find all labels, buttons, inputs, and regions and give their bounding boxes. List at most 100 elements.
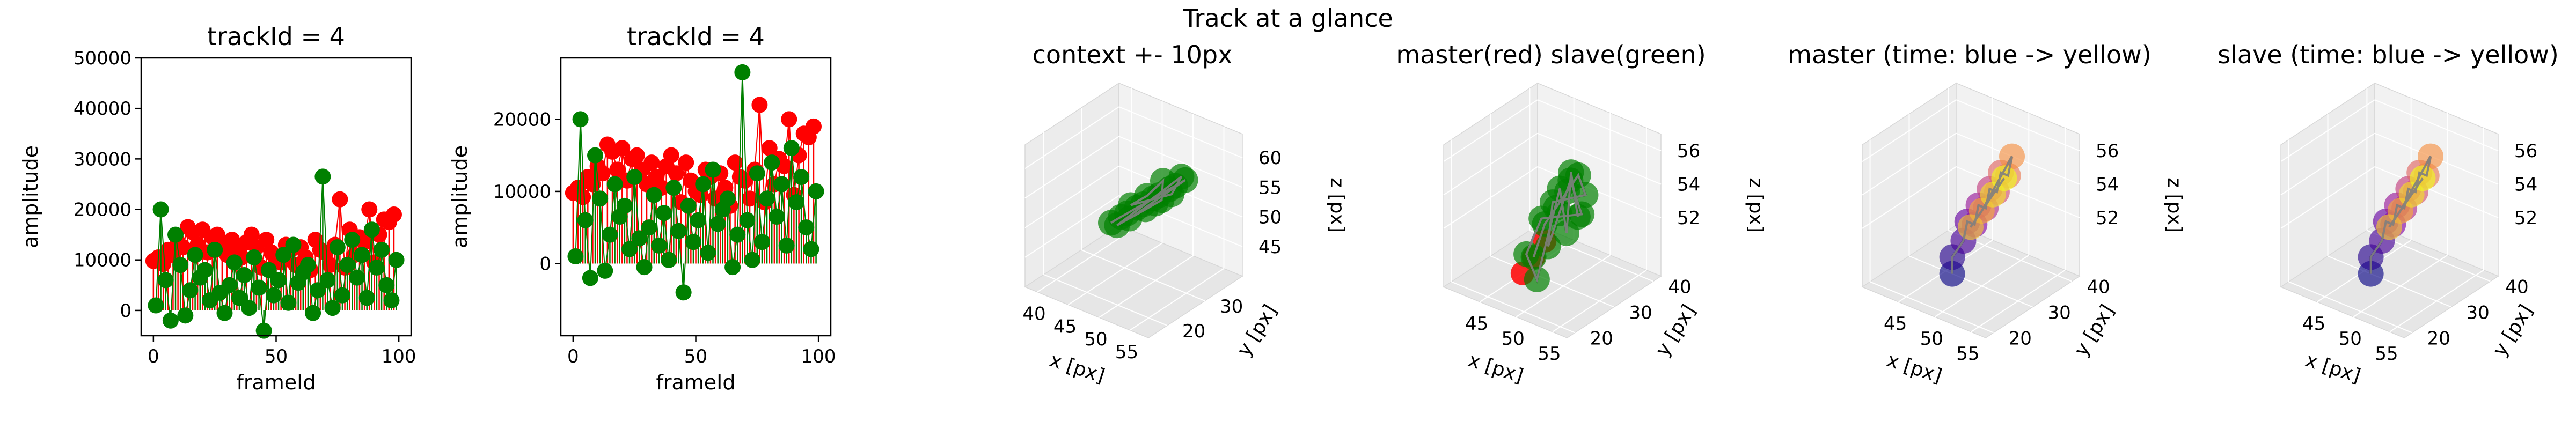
- x-tick-label: 45: [2302, 313, 2325, 335]
- y-tick-label: 40: [1668, 277, 1691, 298]
- slave-point: [753, 234, 770, 250]
- slave-point: [700, 245, 716, 261]
- slave-point: [363, 221, 380, 238]
- track-path-overlay: [1110, 175, 1186, 226]
- slave-point: [685, 234, 701, 250]
- slave-point: [260, 262, 277, 278]
- slave-point: [285, 236, 302, 253]
- x-tick-label: 50: [1920, 328, 1943, 350]
- x-axis-label: x [px]: [1884, 349, 1945, 387]
- master-point: [609, 161, 626, 178]
- slave-point: [299, 257, 316, 273]
- x-axis-label: frameId: [236, 371, 316, 394]
- slave-point: [739, 212, 756, 228]
- slave-point: [793, 169, 810, 185]
- z-tick-label: 56: [1677, 140, 1700, 162]
- x-tick-label: 45: [1465, 313, 1488, 335]
- master-point: [385, 206, 402, 223]
- slave-point: [310, 282, 326, 299]
- slave-point: [270, 272, 287, 289]
- grid-line: [1537, 99, 1662, 152]
- x-tick-label: 45: [1884, 313, 1907, 335]
- y-axis-label: amplitude: [19, 145, 42, 248]
- slave-point: [255, 322, 272, 339]
- slave-point: [241, 300, 258, 316]
- slave-point: [602, 226, 618, 243]
- master-point: [668, 165, 684, 182]
- master-point: [805, 118, 822, 135]
- slave-point: [621, 241, 638, 257]
- slave-point: [759, 190, 775, 207]
- z-axis-label: z [px]: [1745, 177, 1767, 233]
- master-point: [361, 201, 378, 218]
- grid-line: [2328, 255, 2451, 308]
- master-point: [332, 191, 348, 208]
- slave-point: [167, 226, 184, 243]
- grid-line: [1129, 268, 1225, 331]
- slave-point: [172, 257, 189, 273]
- slave-point: [148, 297, 164, 314]
- slave-point: [597, 262, 613, 279]
- slave-point: [734, 64, 751, 80]
- grid-line: [1909, 255, 2033, 308]
- y-tick-label: 20: [2009, 328, 2032, 349]
- grid-line: [1956, 99, 2080, 152]
- z-tick-label: 56: [2514, 140, 2537, 162]
- master-point: [584, 176, 601, 193]
- master-point: [678, 154, 694, 171]
- slave-point: [764, 154, 780, 171]
- grid-line: [1862, 132, 1957, 196]
- slave-point: [616, 197, 633, 214]
- y-tick-label: 30: [1629, 302, 1652, 324]
- slave-point: [162, 312, 179, 329]
- master-point: [243, 226, 260, 243]
- track-path-overlay: [2369, 156, 2432, 274]
- y-tick-label: 10000: [493, 181, 551, 203]
- z-tick-label: 60: [1258, 147, 1282, 169]
- master-point: [742, 190, 758, 207]
- slave-point: [749, 165, 765, 182]
- grid-line: [1870, 281, 1994, 334]
- slave-point: [587, 147, 604, 164]
- slave-point: [207, 241, 223, 258]
- y-tick-label: 40000: [74, 98, 131, 120]
- figure-suptitle: Track at a glance: [1182, 4, 1393, 33]
- slave-point: [383, 292, 400, 309]
- y-tick-label: 30: [2048, 302, 2071, 324]
- amplitude-chart-2: 0 50 100 0 10000 20000 trackId = 4 frameId ampli…: [448, 22, 836, 394]
- x-tick-label: 50: [265, 346, 288, 367]
- slave-point: [177, 307, 194, 324]
- z-tick-label: 52: [2096, 208, 2119, 229]
- slave-point: [577, 212, 594, 228]
- slave-point: [339, 257, 356, 273]
- slave-point: [349, 269, 365, 286]
- grid-line: [1956, 166, 2080, 218]
- grid-line: [1024, 106, 1119, 169]
- slave-point: [798, 219, 815, 236]
- y-tick-label: 10000: [74, 250, 131, 271]
- track-3d-chart-4: 45 50 55 20 30 40 52 54 56 x [px] y [px] z [px] mast…: [1396, 40, 1767, 388]
- y-tick-label: 40: [2505, 277, 2528, 298]
- x-tick-label: 45: [1053, 316, 1077, 337]
- chart-title: trackId = 4: [207, 22, 345, 51]
- slave-point: [705, 161, 721, 178]
- grid-line: [1537, 166, 1662, 218]
- slave-point: [280, 294, 297, 311]
- master-point: [776, 158, 793, 174]
- chart-title: master(red) slave(green): [1396, 40, 1706, 69]
- grid-line: [1024, 195, 1119, 258]
- grid-line: [1081, 249, 1205, 301]
- slave-point: [695, 176, 712, 193]
- z-tick-label: 52: [1677, 208, 1700, 229]
- x-axis-label: frameId: [656, 371, 735, 394]
- slave-point: [783, 140, 800, 157]
- x-axis-label: x [px]: [1466, 349, 1526, 387]
- slave-point: [778, 237, 795, 254]
- grid-line: [2280, 99, 2375, 162]
- grid-line: [2280, 132, 2375, 196]
- slave-point: [709, 216, 726, 232]
- grid-line: [1490, 255, 1614, 308]
- slave-point: [636, 259, 653, 276]
